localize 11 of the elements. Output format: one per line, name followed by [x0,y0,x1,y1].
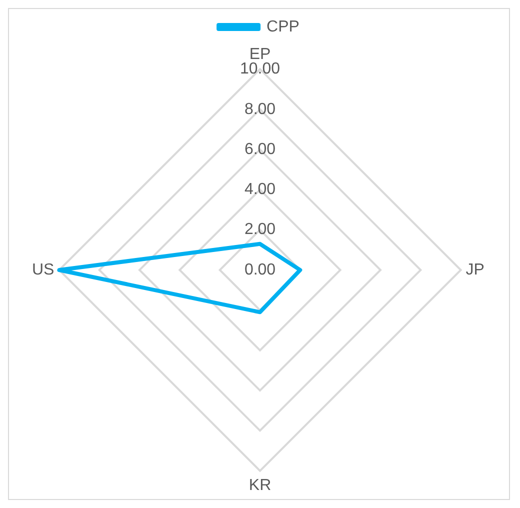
legend-label: CPP [266,18,300,36]
spoke-label: JP [466,261,484,278]
y-tick-label: 4.00 [244,181,276,198]
spoke-label: US [32,261,54,278]
y-tick-label: 2.00 [244,221,276,238]
spoke-label: KR [248,476,272,494]
y-tick-label: 0.00 [244,261,276,278]
y-tick-label: 8.00 [244,100,276,118]
y-tick-label: 6.00 [244,140,276,158]
y-tick-label: 10.00 [240,60,280,78]
spoke-label: EP [249,46,271,64]
